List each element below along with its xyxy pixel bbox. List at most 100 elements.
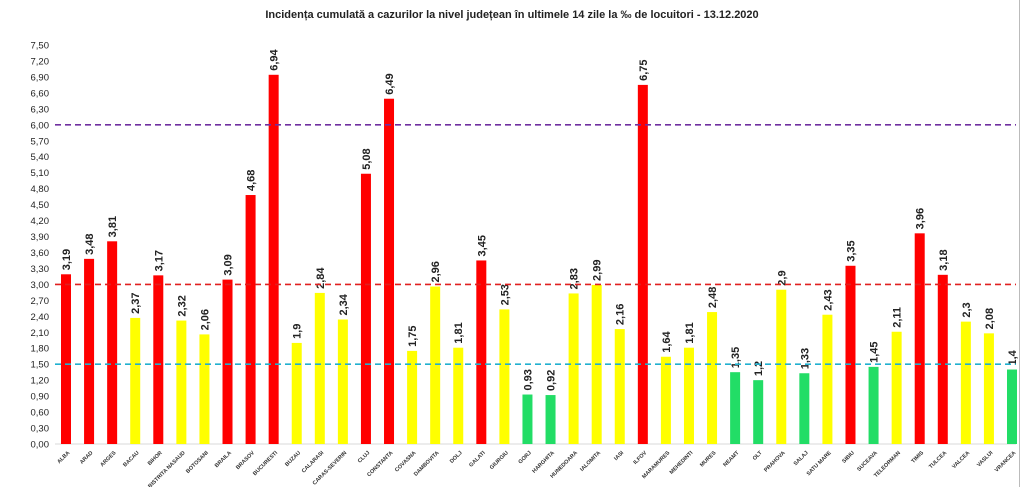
data-label: 2,84 — [315, 267, 327, 289]
bar — [683, 347, 694, 444]
bar — [314, 292, 325, 444]
bar — [845, 265, 856, 444]
data-label: 2,53 — [499, 284, 511, 305]
bar — [568, 293, 579, 444]
data-label: 2,37 — [130, 292, 142, 313]
x-tick-label: SATU MARE — [806, 450, 833, 477]
bar — [868, 366, 879, 444]
y-tick-label: 1,80 — [31, 344, 50, 355]
x-tick-label: TIMIS — [911, 450, 926, 465]
bar — [960, 321, 971, 444]
data-label: 4,68 — [246, 170, 258, 191]
y-tick-label: 0,60 — [31, 408, 50, 419]
x-tick-label: VASLUI — [976, 450, 995, 469]
x-tick-label: GORJ — [518, 450, 533, 465]
bar — [707, 312, 718, 444]
data-label: 2,11 — [892, 307, 904, 328]
bar — [822, 314, 833, 444]
data-label: 1,64 — [661, 330, 673, 352]
data-label: 2,16 — [615, 304, 627, 325]
y-tick-label: 2,70 — [31, 296, 50, 307]
y-tick-label: 6,30 — [31, 104, 50, 115]
y-tick-label: 7,20 — [31, 56, 50, 67]
bar — [84, 258, 95, 444]
x-tick-label: SIBIU — [841, 450, 856, 465]
data-label: 1,2 — [753, 361, 765, 376]
x-tick-label: COVASNA — [394, 450, 417, 473]
data-label: 2,96 — [430, 261, 442, 282]
bar — [407, 350, 418, 444]
bar — [360, 173, 371, 444]
y-tick-label: 5,70 — [31, 136, 50, 147]
x-tick-label: CLUJ — [357, 450, 371, 464]
bar — [107, 241, 118, 444]
bar — [1007, 369, 1017, 444]
y-tick-label: 5,40 — [31, 152, 50, 163]
bar — [937, 274, 948, 444]
bar — [337, 319, 348, 444]
x-tick-label: CALARASI — [301, 450, 326, 475]
frame-border — [1019, 0, 1020, 487]
x-tick-label: HARGHITA — [531, 450, 555, 474]
bar — [222, 279, 233, 444]
data-label: 0,93 — [522, 369, 534, 390]
data-label: 3,45 — [476, 235, 488, 256]
data-label: 3,81 — [107, 216, 119, 237]
y-tick-label: 1,50 — [31, 360, 50, 371]
y-tick-label: 3,60 — [31, 248, 50, 259]
bar — [384, 98, 395, 445]
bar — [614, 329, 625, 444]
x-tick-label: ARGES — [99, 450, 117, 468]
x-tick-label: GALATI — [468, 450, 487, 469]
bar — [430, 286, 441, 444]
x-tick-label: IALOMITA — [579, 450, 602, 473]
y-tick-label: 4,80 — [31, 184, 50, 195]
x-tick-label: MURES — [699, 450, 718, 469]
data-label: 1,35 — [730, 347, 742, 368]
x-tick-label: NEAMT — [722, 450, 741, 469]
bar — [199, 334, 210, 444]
x-tick-label: BIHOR — [147, 450, 164, 467]
y-tick-label: 0,30 — [31, 424, 50, 435]
bar — [637, 84, 648, 445]
y-tick-label: 2,10 — [31, 328, 50, 339]
bar — [522, 394, 533, 444]
y-tick-label: 0,00 — [31, 440, 50, 451]
x-tick-label: BACAU — [122, 450, 140, 468]
data-label: 2,08 — [984, 308, 996, 329]
data-label: 0,92 — [546, 370, 558, 391]
bar — [130, 317, 141, 444]
y-tick-label: 6,00 — [31, 120, 50, 131]
x-tick-label: BRASOV — [235, 450, 256, 471]
data-label: 6,94 — [269, 49, 281, 71]
x-tick-label: SALAJ — [793, 450, 810, 467]
data-label: 2,3 — [961, 302, 973, 317]
y-tick-label: 6,60 — [31, 88, 50, 99]
data-label: 2,43 — [822, 289, 834, 310]
data-label: 1,75 — [407, 325, 419, 346]
data-label: 3,48 — [84, 233, 96, 254]
data-label: 6,75 — [638, 59, 650, 80]
y-tick-label: 3,90 — [31, 232, 50, 243]
bar — [153, 275, 164, 444]
y-tick-label: 6,90 — [31, 72, 50, 83]
x-tick-label: GIURGIU — [489, 450, 510, 471]
x-tick-label: BUZAU — [284, 450, 302, 468]
data-label: 3,19 — [61, 249, 73, 270]
data-label: 1,9 — [292, 324, 304, 339]
bar — [914, 233, 925, 444]
data-label: 2,48 — [707, 287, 719, 308]
bar — [776, 289, 787, 444]
data-label: 2,9 — [776, 270, 788, 285]
bar — [499, 309, 510, 444]
data-label: 2,83 — [569, 268, 581, 289]
data-label: 3,96 — [915, 208, 927, 229]
x-tick-label: PRAHOVA — [763, 450, 786, 473]
y-tick-label: 5,10 — [31, 168, 50, 179]
x-tick-label: BRAILA — [214, 450, 233, 469]
bar — [891, 331, 902, 444]
x-tick-label: OLT — [752, 450, 764, 462]
bar — [983, 333, 994, 444]
x-tick-label: MEHEDINTI — [669, 450, 695, 476]
